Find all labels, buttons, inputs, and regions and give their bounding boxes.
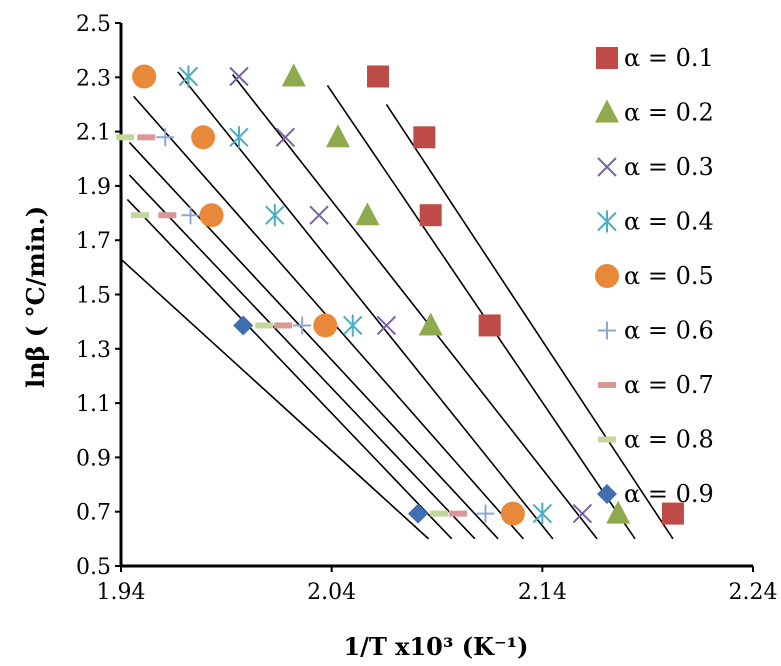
data-point [293,316,312,335]
data-point [325,124,350,148]
legend-marker [597,484,617,504]
y-tick-label: 2.3 [76,66,111,91]
data-point [478,314,501,337]
series-6 [156,128,495,523]
y-tick-label: 1.1 [76,392,111,417]
data-point [309,205,329,225]
y-tick-label: 2.5 [76,12,111,37]
data-point [199,203,224,228]
x-tick-label: 2.24 [729,580,778,605]
legend-label: α = 0.7 [624,371,714,399]
y-tick-label: 2.1 [76,121,111,146]
data-point [130,212,149,219]
series-9 [233,315,429,524]
legend-marker [595,99,619,123]
legend-label: α = 0.4 [624,208,714,236]
data-point [191,125,216,150]
legend: α = 0.1 α = 0.2 α = 0.3 α = 0.4 α = 0.5 α = 0… [595,44,714,508]
data-point [419,204,442,227]
data-point [449,510,468,517]
legend-label: α = 0.9 [624,480,714,508]
series-1 [367,65,684,525]
data-point [116,134,135,141]
data-point [313,313,338,338]
trend-line [385,104,674,540]
legend-label: α = 0.6 [624,317,714,345]
data-point [572,503,593,524]
legend-label: α = 0.2 [624,99,714,127]
data-point [408,503,429,524]
data-points [116,63,684,526]
data-point [532,502,553,525]
legend-marker [598,321,616,340]
data-point [156,128,175,147]
x-axis-ticks: 1.94 2.04 2.14 2.24 [97,566,778,605]
trend-line [126,198,453,540]
data-point [606,500,631,524]
data-point [178,65,199,88]
y-tick-label: 1.3 [76,338,111,363]
data-point [367,65,390,88]
series-8 [116,134,449,517]
series-3 [229,66,593,524]
data-point [158,212,177,219]
series-5 [132,64,525,526]
data-point [661,502,684,525]
y-tick-label: 0.5 [76,555,111,580]
trend-line [232,74,598,540]
data-point [281,63,306,87]
data-point [343,314,363,337]
data-point [265,204,285,227]
y-axis-label: lnβ ( °C/min.) [21,206,50,388]
trend-line [326,84,636,540]
trend-line [177,71,554,540]
data-point [181,206,200,225]
legend-marker [598,382,616,388]
trend-line [128,141,499,540]
data-point [500,501,525,526]
data-point [137,134,156,141]
legend-label: α = 0.8 [624,426,714,454]
data-point [355,202,380,226]
y-axis-ticks: 0.5 0.7 0.9 1.1 1.3 1.5 1.7 1.9 2.1 2.3 2.5 [76,12,121,580]
data-point [229,66,249,87]
data-point [255,322,274,329]
data-point [275,127,296,148]
data-point [376,315,397,336]
x-tick-label: 2.04 [307,580,356,605]
y-tick-label: 0.9 [76,446,111,471]
y-tick-label: 1.7 [76,229,111,254]
series-4 [178,65,553,525]
data-point [430,510,449,517]
fit-lines [120,71,674,540]
legend-marker [597,157,617,177]
data-point [132,64,157,89]
x-axis-label: 1/T x10³ (K⁻¹) [343,632,528,661]
series-7 [137,134,468,517]
data-point [476,504,495,523]
series-2 [281,63,631,524]
data-point [418,312,443,336]
data-point [233,315,254,336]
data-point [274,322,293,329]
legend-marker [597,210,617,233]
data-point [229,126,249,149]
legend-label: α = 0.5 [624,262,714,290]
x-tick-label: 1.94 [97,580,146,605]
data-point [413,126,436,149]
trend-line [128,174,476,540]
legend-marker [596,47,618,69]
x-tick-label: 2.14 [518,580,567,605]
legend-label: α = 0.1 [624,44,714,72]
trend-line [120,258,430,540]
legend-marker [595,264,619,288]
legend-marker [598,436,616,443]
legend-label: α = 0.3 [624,153,714,181]
y-tick-label: 1.9 [76,175,111,200]
y-tick-label: 1.5 [76,284,111,309]
y-tick-label: 0.7 [76,501,111,526]
